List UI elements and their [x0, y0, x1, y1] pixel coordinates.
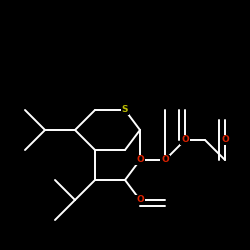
Text: S: S: [122, 106, 128, 114]
Text: O: O: [136, 196, 144, 204]
Text: O: O: [221, 136, 229, 144]
Text: O: O: [136, 156, 144, 164]
Text: O: O: [161, 156, 169, 164]
Text: O: O: [181, 136, 189, 144]
